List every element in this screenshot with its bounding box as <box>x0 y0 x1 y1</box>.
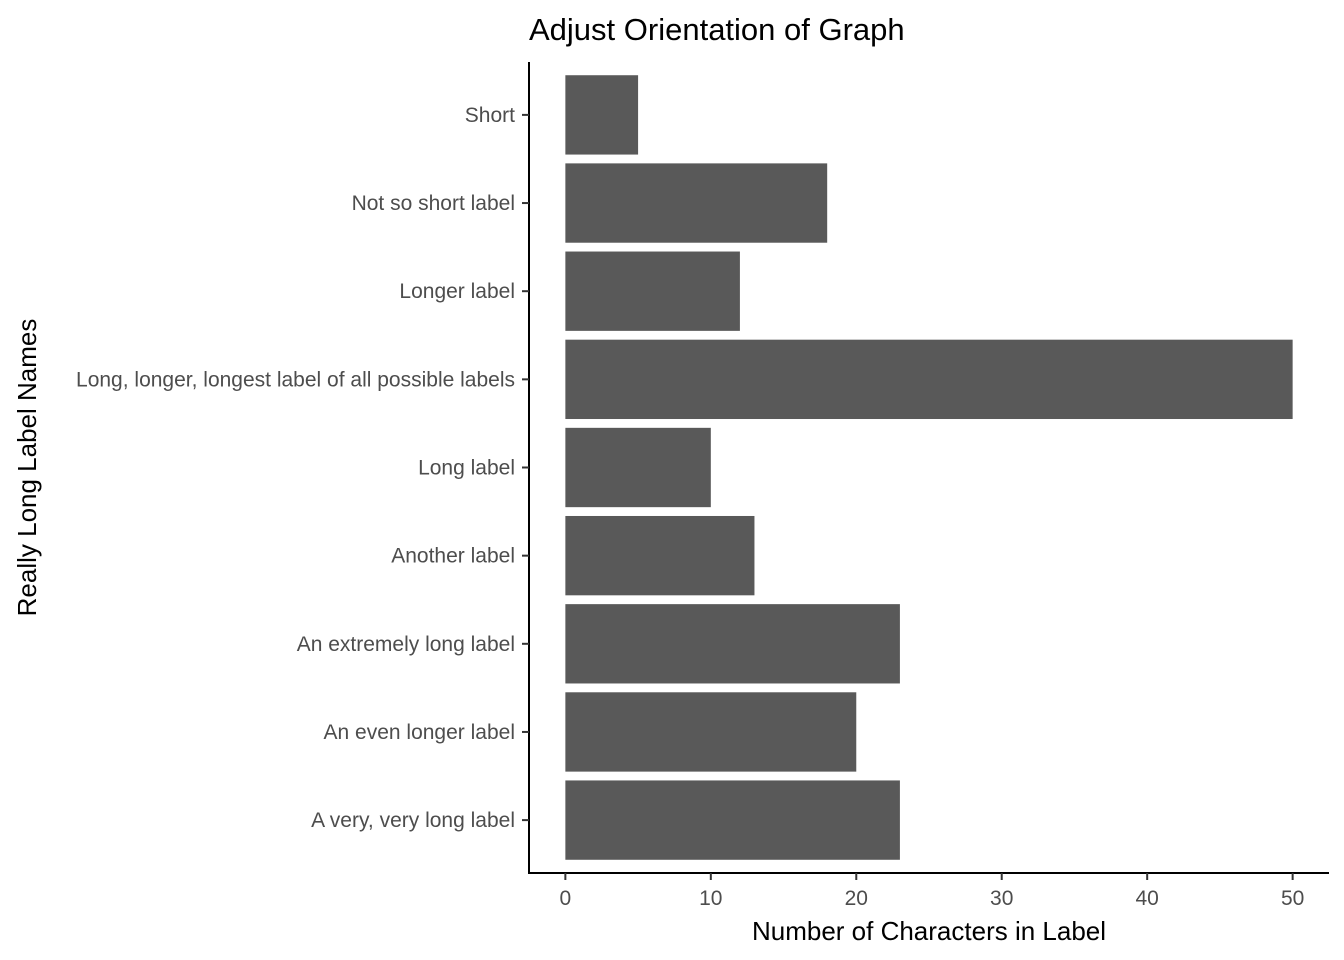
bars-group <box>565 75 1293 860</box>
x-axis-ticks: 0 10 20 30 40 50 <box>560 873 1304 910</box>
y-tick-label: Longer label <box>399 280 515 303</box>
y-tick-label: Long, longer, longest label of all possi… <box>76 368 515 391</box>
bar <box>565 163 828 243</box>
x-tick-label: 0 <box>560 887 572 910</box>
bar <box>565 75 639 155</box>
y-tick-label: An even longer label <box>324 721 515 744</box>
y-tick-label: Long label <box>418 457 515 480</box>
x-tick-label: 30 <box>990 887 1013 910</box>
x-tick-label: 20 <box>845 887 868 910</box>
bar <box>565 251 740 331</box>
bar <box>565 515 755 596</box>
y-tick-label: A very, very long label <box>311 809 515 832</box>
y-tick-label: Not so short label <box>352 192 515 215</box>
bar <box>565 339 1293 420</box>
y-tick-label: Another label <box>391 545 515 568</box>
bar <box>565 427 711 508</box>
y-axis-title: Really Long Label Names <box>12 319 42 617</box>
bar <box>565 780 900 860</box>
y-axis-ticks: Short Not so short label Longer label Long,… <box>76 104 529 832</box>
x-tick-label: 40 <box>1136 887 1159 910</box>
x-axis-title: Number of Characters in Label <box>752 916 1106 946</box>
y-tick-label: An extremely long label <box>297 633 515 656</box>
y-tick-label: Short <box>465 104 515 127</box>
x-tick-label: 50 <box>1281 887 1304 910</box>
bar <box>565 604 900 684</box>
bar <box>565 692 857 772</box>
chart-title: Adjust Orientation of Graph <box>529 12 905 47</box>
x-tick-label: 10 <box>699 887 722 910</box>
